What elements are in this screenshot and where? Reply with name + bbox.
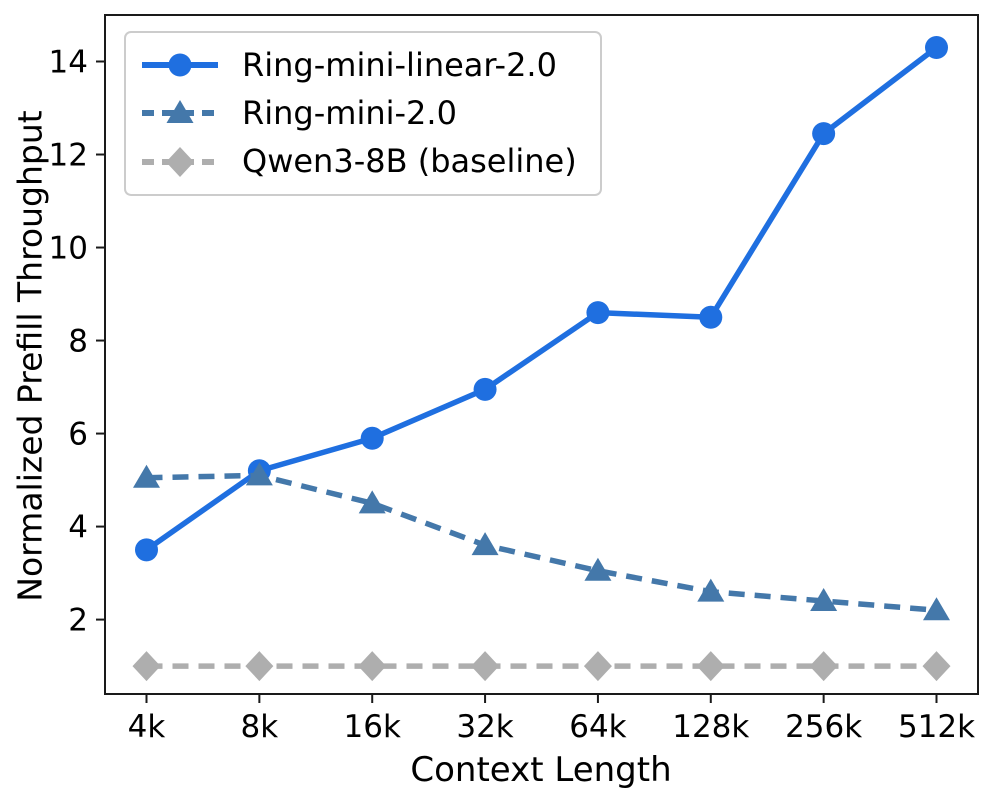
plot-frame xyxy=(104,14,979,695)
diamond-marker xyxy=(922,651,951,682)
y-axis-title: Normalized Prefill Throughput xyxy=(10,110,50,602)
circle-marker xyxy=(135,538,158,562)
y-tick-label: 14 xyxy=(49,45,88,81)
x-tick-label: 64k xyxy=(569,709,626,745)
series-qwen3-8b-baseline- xyxy=(132,651,951,682)
triangle-marker xyxy=(166,100,194,124)
legend-label: Ring-mini-2.0 xyxy=(242,93,457,132)
triangle-marker xyxy=(471,532,499,556)
y-tick-label: 6 xyxy=(68,417,88,453)
y-tick-label: 2 xyxy=(68,603,88,639)
legend-label: Ring-mini-linear-2.0 xyxy=(242,45,557,84)
x-tick-label: 128k xyxy=(672,709,749,745)
x-tick-label: 256k xyxy=(785,709,862,745)
diamond-marker xyxy=(583,651,612,682)
triangle-marker xyxy=(358,490,386,514)
triangle-marker xyxy=(810,587,838,611)
triangle-marker xyxy=(584,557,612,581)
circle-marker xyxy=(925,36,948,60)
circle-marker xyxy=(473,377,497,401)
circle-marker xyxy=(360,426,384,450)
triangle-marker xyxy=(923,597,950,621)
x-tick-label: 16k xyxy=(344,709,401,745)
legend-line-sample xyxy=(142,146,218,177)
y-tick-label: 8 xyxy=(68,324,88,360)
diamond-marker xyxy=(166,146,194,177)
diamond-marker xyxy=(696,651,725,682)
diamond-marker xyxy=(132,651,161,682)
triangle-marker xyxy=(697,578,725,602)
x-tick-label: 8k xyxy=(241,709,279,745)
circle-marker xyxy=(699,305,723,329)
series-ring-mini-2-0 xyxy=(133,462,950,621)
y-tick-label: 4 xyxy=(68,510,88,546)
x-tick-label: 4k xyxy=(128,709,166,745)
diamond-marker xyxy=(245,651,274,682)
x-tick-label: 32k xyxy=(456,709,513,745)
x-axis-title: Context Length xyxy=(410,750,672,790)
legend-line-sample xyxy=(142,53,218,77)
legend-label: Qwen3-8B (baseline) xyxy=(242,142,577,181)
y-tick-label: 12 xyxy=(49,138,88,174)
legend-line-sample xyxy=(142,100,218,124)
legend-item: Ring-mini-2.0 xyxy=(140,93,590,132)
x-tick-label: 512k xyxy=(898,709,975,745)
circle-marker xyxy=(168,53,192,77)
diamond-marker xyxy=(471,651,500,682)
y-tick-label: 10 xyxy=(49,231,88,267)
circle-marker xyxy=(586,301,610,325)
series-line xyxy=(143,44,940,553)
triangle-marker xyxy=(133,464,160,488)
legend-item: Ring-mini-linear-2.0 xyxy=(140,45,590,84)
legend: Ring-mini-linear-2.0 Ring-mini-2.0 Qwen3-8… xyxy=(124,31,602,196)
diamond-marker xyxy=(809,651,838,682)
series-line xyxy=(146,472,937,614)
triangle-marker xyxy=(245,462,273,486)
legend-item: Qwen3-8B (baseline) xyxy=(140,144,590,179)
diamond-marker xyxy=(358,651,387,682)
circle-marker xyxy=(812,122,836,146)
